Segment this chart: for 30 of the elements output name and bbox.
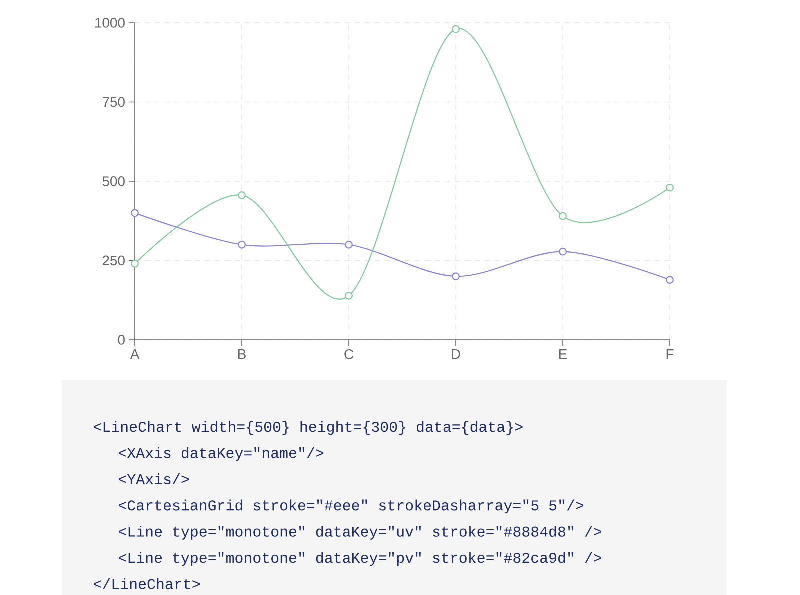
text: </LineChart> (94, 578, 200, 590)
x-tick-label: B (238, 350, 246, 360)
x-tick-label: E (559, 350, 568, 360)
y-tick-label: 0 (118, 335, 125, 345)
y-tick-label: 750 (102, 97, 125, 108)
point (238, 240, 246, 249)
point (131, 209, 139, 218)
y-tick-label: 250 (102, 256, 125, 266)
point (559, 212, 567, 220)
text: <XAxis dataKey="name"/> (119, 447, 324, 462)
point (666, 184, 674, 192)
x-tick-label: F (666, 350, 674, 360)
text: <Line type="monotone" dataKey="uv" stroke="#8884d8" /> (119, 526, 602, 540)
point (452, 272, 460, 281)
point (238, 191, 246, 200)
y-tick-label: 1000 (96, 18, 125, 28)
x-tick-label: D (452, 350, 460, 360)
point (345, 240, 353, 249)
point (559, 248, 567, 256)
text: <LineChart width={500} height={300} data={data}> (94, 421, 523, 436)
point (666, 276, 674, 284)
text: <Line type="monotone" dataKey="pv" stroke="#82ca9d" /> (119, 552, 602, 566)
text: <CartesianGrid stroke="#eee" strokeDasharray="5 5"/> (119, 500, 584, 514)
point (452, 25, 460, 34)
x-tick-label: A (130, 350, 140, 360)
y-tick-label: 500 (102, 176, 125, 186)
point (345, 292, 353, 300)
point (131, 260, 139, 268)
x-tick-label: C (344, 349, 354, 360)
text: <YAxis/> (119, 474, 190, 485)
